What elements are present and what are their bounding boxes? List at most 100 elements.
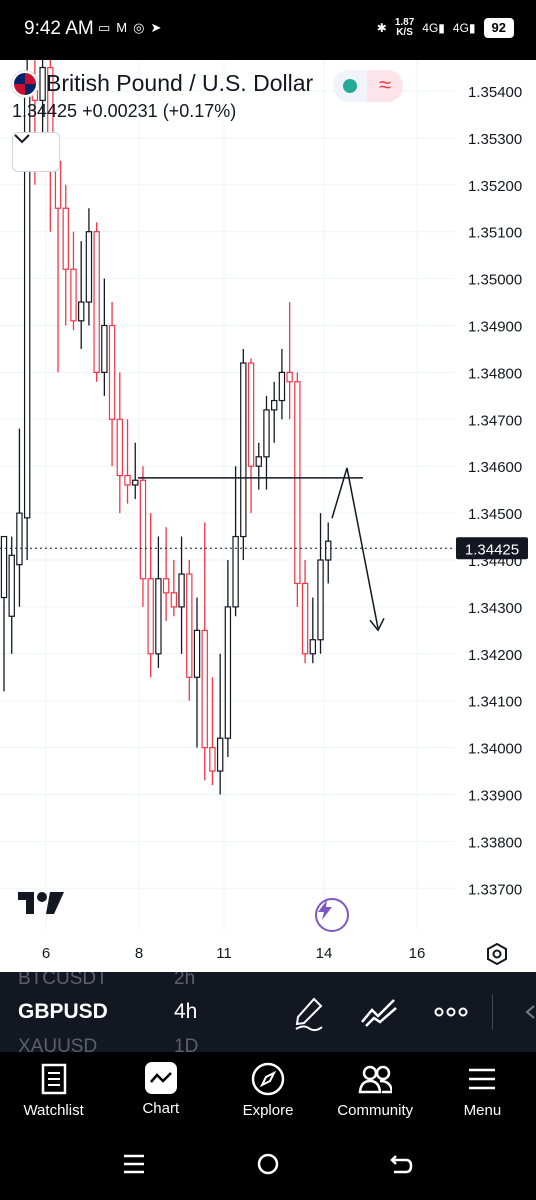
x-tick-label: 6 (42, 945, 50, 962)
notification-icons: ▭ M ◎ ➤ (98, 20, 161, 36)
network-speed: 1.87 K/S (394, 17, 415, 38)
prev-symbol[interactable]: BTCUSDT (18, 972, 108, 989)
y-tick-label: 1.34600 (468, 459, 522, 476)
candle-body (209, 746, 216, 772)
next-timeframe[interactable]: 1D (174, 1036, 199, 1052)
candle-body (294, 381, 301, 585)
nav-chart[interactable]: Chart (107, 1052, 214, 1134)
candle-body (116, 418, 123, 477)
candle-body (193, 629, 201, 678)
candle-body (77, 301, 85, 322)
drawing-pen-icon[interactable] (292, 996, 326, 1032)
candle-body (247, 362, 255, 467)
symbol-name: British Pound / U.S. Dollar (46, 70, 314, 96)
collapse-legend-button[interactable] (12, 132, 60, 172)
candle-body (325, 540, 332, 561)
x-tick-label: 16 (409, 945, 426, 962)
x-tick-label: 14 (316, 945, 333, 962)
chart-settings-icon[interactable] (485, 942, 509, 966)
current-price-tag (456, 537, 528, 560)
candle-body (309, 639, 317, 655)
candle-body (124, 474, 131, 486)
arrow-left-icon[interactable] (520, 1004, 536, 1020)
trend-lines-icon[interactable] (360, 996, 398, 1028)
community-icon (358, 1062, 393, 1096)
home-icon[interactable] (256, 1152, 280, 1176)
arrow-head (369, 617, 385, 632)
y-tick-label: 1.35000 (468, 272, 522, 289)
candle-body (278, 371, 286, 402)
next-symbol[interactable]: XAUUSD (18, 1036, 98, 1052)
candle-body (224, 606, 232, 739)
bolt-icon[interactable] (315, 898, 349, 932)
notification-app-icon: ▭ (98, 20, 111, 35)
candle-body (286, 371, 293, 383)
telegram-icon: ➤ (150, 20, 162, 35)
y-tick-label: 1.34200 (468, 647, 522, 664)
nav-menu[interactable]: Menu (429, 1052, 536, 1134)
symbol-header[interactable]: British Pound / U.S. Dollar 1.34425 +0.0… (12, 70, 313, 122)
candle-body (317, 559, 324, 641)
market-status-pill[interactable]: ≈ (333, 70, 403, 102)
nav-community[interactable]: Community (322, 1052, 429, 1134)
nav-explore[interactable]: Explore (214, 1052, 321, 1134)
candle-body (39, 66, 46, 101)
market-open-icon (343, 79, 357, 93)
price-change: +0.00231 (82, 101, 158, 121)
y-tick-label: 1.34000 (468, 741, 522, 758)
system-status-icons: ✱ 1.87 K/S 4G▮ 4G▮ 92 (377, 18, 514, 38)
candle-body (155, 578, 162, 655)
candle-body (70, 268, 77, 322)
nav-label: Community (337, 1102, 414, 1119)
candle-body (232, 535, 239, 608)
data-delay-icon: ≈ (367, 70, 403, 102)
y-tick-label: 1.34100 (468, 694, 522, 711)
y-tick-label: 1.34800 (468, 365, 522, 382)
watchlist-icon (37, 1062, 71, 1096)
toolbar-divider (492, 994, 493, 1030)
candle-body (170, 592, 178, 608)
current-symbol[interactable]: GBPUSD (18, 1000, 108, 1023)
status-time: 9:42 AM (24, 18, 94, 39)
chart-area[interactable]: 1.35400 1.35300 1.35200 1.35100 1.35000 1.349… (0, 60, 536, 972)
candle-body (186, 573, 193, 678)
y-tick-label: 1.35300 (468, 131, 522, 148)
chart-icon (144, 1062, 177, 1094)
whatsapp-icon: ◎ (133, 20, 145, 35)
system-nav-bar (0, 1134, 536, 1200)
nav-label: Explore (242, 1102, 294, 1119)
signal-icon: 4G▮ (422, 21, 445, 35)
symbol-strip[interactable]: BTCUSDT 2h GBPUSD 4h XAUUSD 1D (0, 972, 536, 1052)
projection-arrow (331, 467, 379, 629)
battery-icon: 92 (483, 18, 514, 38)
y-tick-label: 1.33800 (468, 834, 522, 851)
candle-body (301, 582, 309, 655)
price-chart[interactable]: 1.35400 1.35300 1.35200 1.35100 1.35000 1.349… (0, 60, 536, 972)
nav-label: Watchlist (23, 1102, 84, 1119)
candle-body (62, 207, 69, 270)
back-icon[interactable] (390, 1152, 414, 1176)
x-tick-label: 8 (135, 945, 143, 962)
candle-body (8, 554, 15, 617)
chevron-down-icon (14, 134, 30, 144)
candle-body (178, 573, 185, 608)
current-timeframe[interactable]: 4h (174, 1000, 198, 1023)
candle-body (255, 456, 262, 467)
x-tick-label: 11 (216, 945, 232, 962)
nav-watchlist[interactable]: Watchlist (0, 1052, 107, 1134)
candle-body (271, 399, 278, 411)
y-tick-label: 1.35400 (468, 84, 522, 101)
recent-apps-icon[interactable] (122, 1152, 146, 1176)
candle-body (101, 324, 108, 374)
more-options-icon[interactable] (434, 1006, 468, 1018)
prev-timeframe[interactable]: 2h (174, 972, 196, 989)
gmail-icon: M (116, 20, 128, 35)
candle-body (216, 737, 224, 772)
candle-body (201, 629, 208, 749)
candle-body (93, 231, 100, 373)
candle-body (108, 324, 116, 420)
bottom-nav: Watchlist Chart Explore Community Menu (0, 1052, 536, 1134)
price-change-pct: (+0.17%) (162, 101, 237, 121)
compass-icon (251, 1062, 285, 1096)
y-tick-label: 1.33900 (468, 788, 522, 805)
